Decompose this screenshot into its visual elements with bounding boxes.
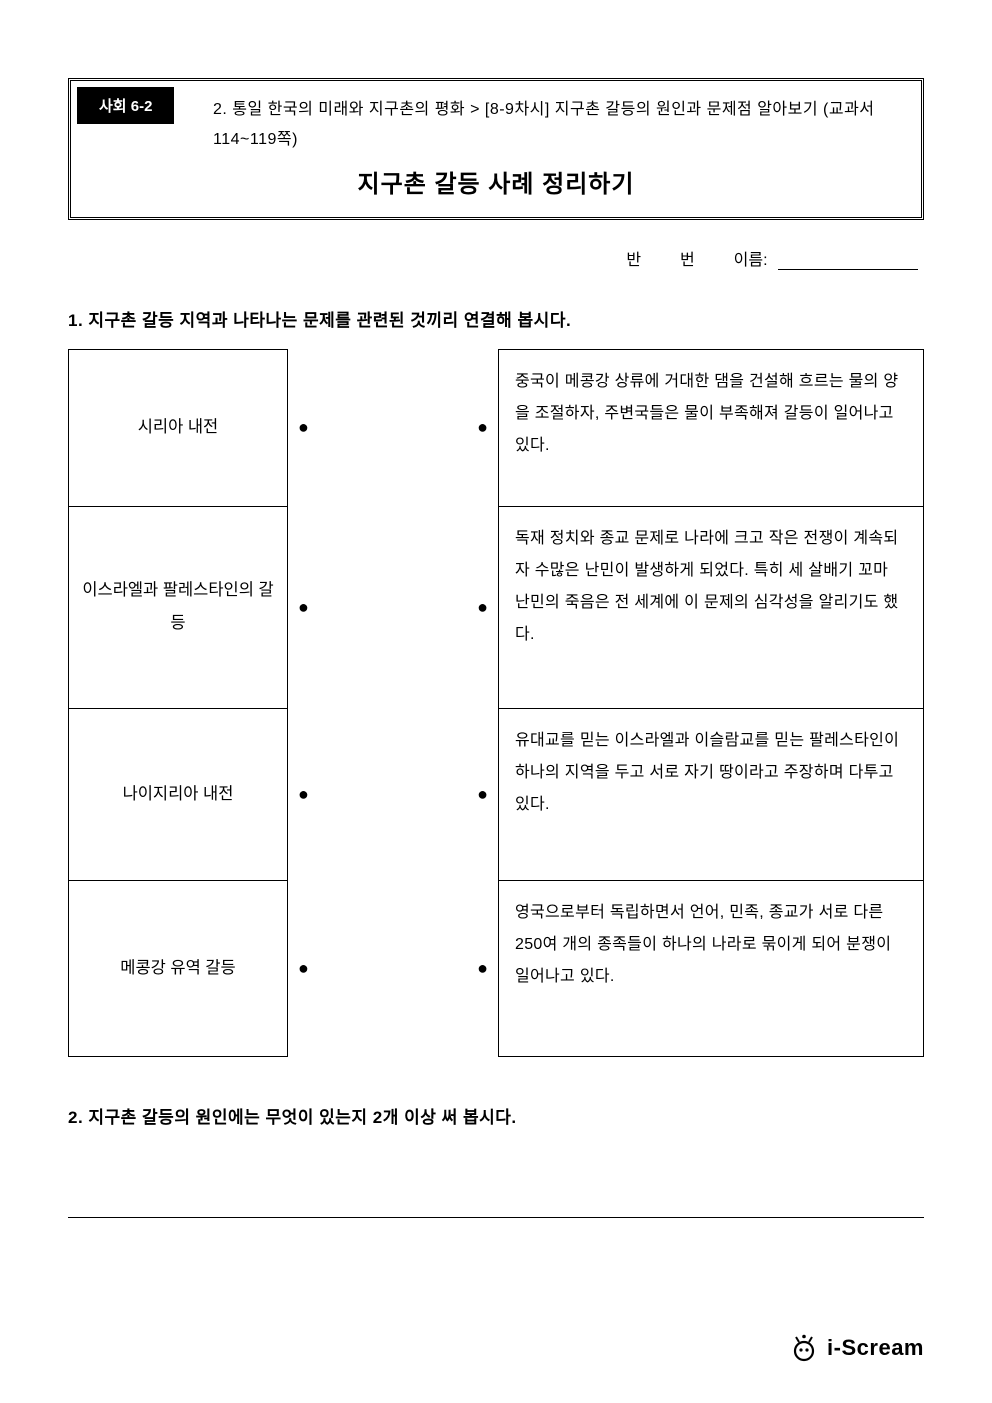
footer-brand: i-Scream [789,1333,924,1363]
match-right-column: 중국이 메콩강 상류에 거대한 댐을 건설해 흐르는 물의 양을 조절하자, 주… [498,349,924,1057]
worksheet-header: 사회 6-2 2. 통일 한국의 미래와 지구촌의 평화 > [8-9차시] 지… [68,78,924,220]
dot-icon: ● [477,597,488,618]
answer-input-line[interactable] [68,1162,924,1218]
match-connector[interactable]: ● ● [288,709,498,881]
question-1-text: 1. 지구촌 갈등 지역과 나타나는 문제를 관련된 것끼리 연결해 봅시다. [68,306,924,331]
match-left-column: 시리아 내전 이스라엘과 팔레스타인의 갈등 나이지리아 내전 메콩강 유역 갈… [68,349,288,1057]
match-right-item: 중국이 메콩강 상류에 거대한 댐을 건설해 흐르는 물의 양을 조절하자, 주… [498,349,924,507]
match-right-item: 유대교를 믿는 이스라엘과 이슬람교를 믿는 팔레스타인이 하나의 지역을 두고… [498,709,924,881]
question-2-text: 2. 지구촌 갈등의 원인에는 무엇이 있는지 2개 이상 써 봅시다. [68,1103,924,1128]
match-left-item: 시리아 내전 [68,349,288,507]
match-connector[interactable]: ● ● [288,507,498,709]
breadcrumb: 2. 통일 한국의 미래와 지구촌의 평화 > [8-9차시] 지구촌 갈등의 … [213,95,907,156]
class-label: 반 [626,252,641,269]
dot-icon: ● [298,958,309,979]
page-title: 지구촌 갈등 사례 정리하기 [85,164,907,199]
match-right-item: 독재 정치와 종교 문제로 나라에 크고 작은 전쟁이 계속되자 수많은 난민이… [498,507,924,709]
dot-icon: ● [298,784,309,805]
match-right-item: 영국으로부터 독립하면서 언어, 민족, 종교가 서로 다른 250여 개의 종… [498,881,924,1057]
match-left-item: 이스라엘과 팔레스타인의 갈등 [68,507,288,709]
dot-icon: ● [477,784,488,805]
student-info-row: 반 번 이름: [68,246,924,270]
match-connector[interactable]: ● ● [288,881,498,1057]
brand-text: i-Scream [827,1335,924,1361]
match-connector[interactable]: ● ● [288,349,498,507]
name-input-line[interactable] [778,269,918,270]
dot-icon: ● [477,417,488,438]
dot-icon: ● [298,597,309,618]
match-connector-column: ● ● ● ● ● ● ● ● [288,349,498,1057]
match-left-item: 나이지리아 내전 [68,709,288,881]
number-label: 번 [680,252,695,269]
match-left-item: 메콩강 유역 갈등 [68,881,288,1057]
brand-icon [789,1333,819,1363]
name-label: 이름: [734,252,768,269]
matching-grid: 시리아 내전 이스라엘과 팔레스타인의 갈등 나이지리아 내전 메콩강 유역 갈… [68,349,924,1057]
dot-icon: ● [298,417,309,438]
subject-badge: 사회 6-2 [77,87,174,124]
dot-icon: ● [477,958,488,979]
